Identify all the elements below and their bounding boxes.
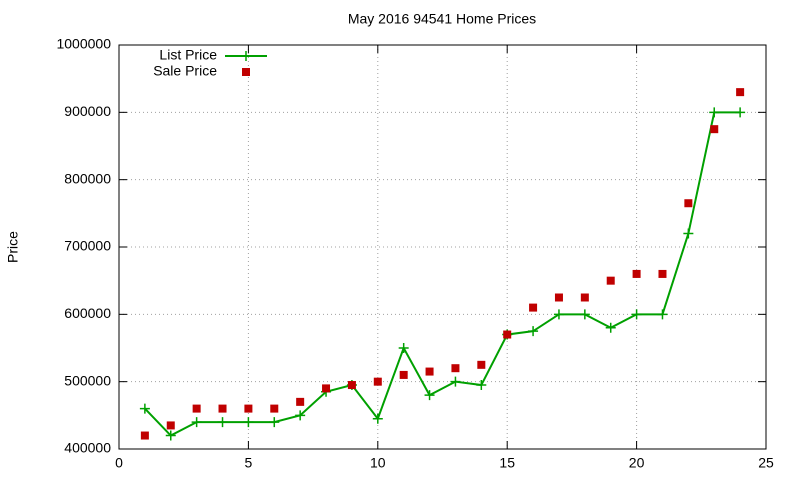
- legend-marker: [242, 68, 250, 76]
- y-tick-label: 600000: [64, 305, 111, 321]
- data-point: [709, 107, 720, 118]
- y-tick-label: 900000: [64, 103, 111, 119]
- data-point: [658, 269, 667, 278]
- data-point: [450, 376, 461, 387]
- data-point: [451, 364, 460, 373]
- data-point: [477, 360, 486, 369]
- x-tick-label: 10: [370, 455, 386, 471]
- data-point: [217, 417, 228, 428]
- data-point: [735, 107, 746, 118]
- data-point: [631, 309, 642, 320]
- data-point: [683, 228, 694, 239]
- data-point: [657, 309, 668, 320]
- y-axis-label: Price: [5, 231, 21, 263]
- data-point: [736, 88, 745, 97]
- data-point: [398, 343, 409, 353]
- data-point: [139, 403, 150, 414]
- data-point: [347, 381, 356, 390]
- data-point: [580, 293, 589, 302]
- y-tick-label: 400000: [64, 440, 111, 456]
- data-point: [528, 326, 539, 337]
- data-point: [218, 404, 227, 413]
- data-point: [425, 367, 434, 376]
- y-tick-label: 1000000: [56, 36, 111, 52]
- x-tick-label: 20: [629, 455, 645, 471]
- data-point: [295, 410, 306, 421]
- plot-border: [118, 44, 767, 450]
- x-tick-label: 5: [245, 455, 253, 471]
- data-point: [553, 309, 564, 320]
- data-point: [632, 269, 641, 278]
- data-point: [476, 380, 487, 391]
- data-point: [166, 421, 175, 430]
- y-tick-label: 700000: [64, 238, 111, 254]
- legend-label: List Price: [159, 47, 217, 63]
- data-point: [372, 413, 383, 424]
- data-point: [165, 430, 176, 441]
- chart-title: May 2016 94541 Home Prices: [348, 11, 536, 27]
- data-point: [322, 384, 331, 393]
- data-point: [606, 276, 615, 285]
- data-point: [503, 330, 512, 339]
- x-tick-label: 25: [758, 455, 774, 471]
- data-point: [399, 370, 408, 379]
- x-tick-label: 0: [115, 455, 123, 471]
- data-point: [192, 404, 201, 413]
- y-tick-label: 500000: [64, 372, 111, 388]
- data-point: [244, 404, 253, 413]
- legend-label: Sale Price: [153, 63, 217, 79]
- data-point: [270, 404, 279, 413]
- data-point: [373, 377, 382, 386]
- series-line: [144, 111, 741, 437]
- data-point: [710, 125, 719, 134]
- data-point: [605, 322, 616, 333]
- data-point: [191, 417, 202, 428]
- y-tick-label: 800000: [64, 170, 111, 186]
- data-point: [554, 293, 563, 302]
- data-point: [296, 397, 305, 406]
- data-point: [424, 390, 435, 401]
- x-tick-label: 15: [499, 455, 515, 471]
- data-point: [269, 417, 280, 428]
- legend-marker: [241, 51, 251, 61]
- data-point: [579, 309, 590, 320]
- data-point: [529, 303, 538, 312]
- data-point: [243, 417, 254, 428]
- data-point: [684, 199, 693, 208]
- data-point: [140, 431, 149, 440]
